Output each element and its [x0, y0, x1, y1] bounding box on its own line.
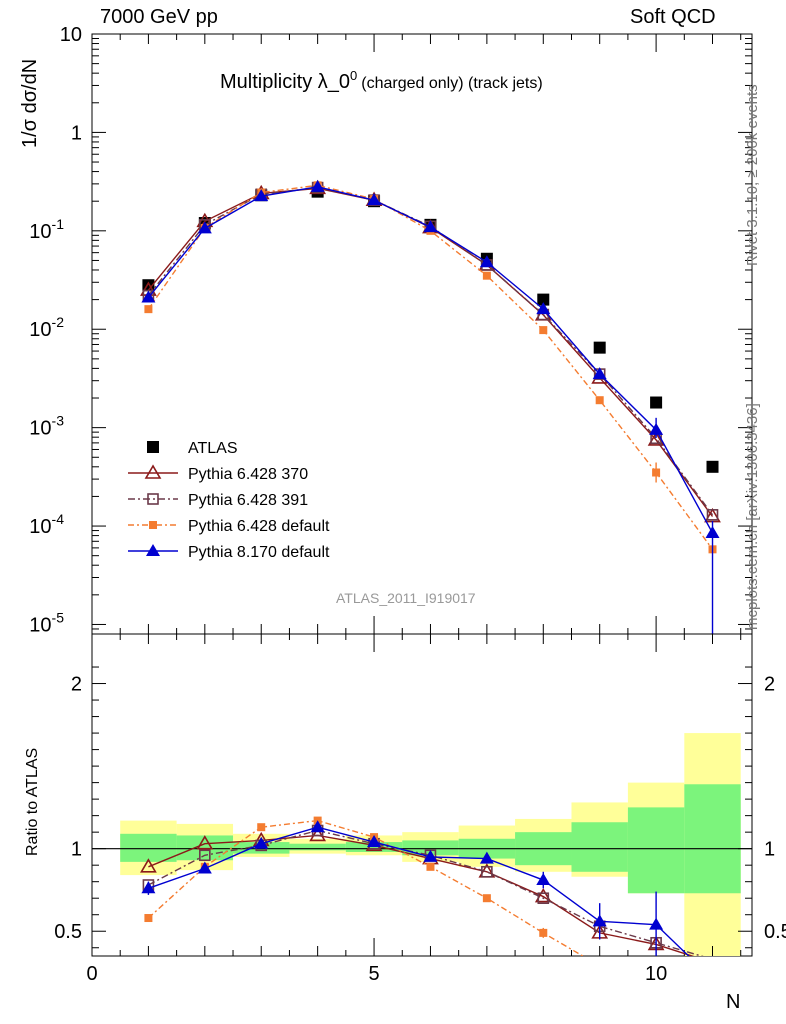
- point-pythia-6-428-default: [539, 326, 548, 335]
- legend-marker-pythia-6-428-370: [144, 464, 162, 479]
- band-inner: [120, 833, 177, 862]
- point-pythia-8-170-default: [254, 189, 269, 202]
- point-pythia-8-170-default: [141, 290, 156, 303]
- ratio-y-tick-label-right: 0.5: [764, 921, 786, 943]
- legend: ATLAS Pythia 6.428 370 Pythia 6.428 391 Pyt…: [128, 440, 330, 561]
- ratio-y-tick-label-right: 1: [764, 839, 775, 861]
- ratio-point-pythia-6-428-391: [199, 849, 211, 862]
- point-pythia-6-428-default: [144, 305, 153, 314]
- point-pythia-6-428-370: [647, 431, 665, 446]
- band-inner: [176, 835, 234, 861]
- legend-label-pythia-8-170-default: Pythia 8.170 default: [188, 544, 330, 561]
- ratio-point-pythia-8-170-default: [197, 861, 212, 874]
- ratio-point-pythia-6-428-370: [196, 835, 214, 850]
- band-inner: [627, 807, 685, 894]
- watermark: ATLAS_2011_I919017: [336, 590, 476, 606]
- point-pythia-8-170-default: [592, 367, 607, 380]
- y-tick-label: 10-2: [29, 314, 64, 341]
- point-atlas: [593, 341, 606, 354]
- ratio-point-pythia-6-428-370: [140, 858, 157, 873]
- ratio-point-pythia-6-428-370: [309, 826, 327, 842]
- point-pythia-6-428-default: [595, 396, 604, 405]
- main-ylabel: 1/σ dσ/dN: [19, 59, 41, 148]
- ratio-series: [140, 816, 704, 956]
- legend-marker-pythia-8-170-default: [146, 544, 160, 556]
- legend-label-pythia-6-428-370: Pythia 6.428 370: [188, 466, 308, 483]
- legend-marker-pythia-6-428-default: [149, 521, 157, 529]
- ratio-point-pythia-8-170-default: [310, 820, 325, 833]
- legend-marker-pythia-6-428-391: [147, 493, 159, 505]
- point-atlas: [537, 293, 550, 306]
- y-tick-label: 10-4: [29, 511, 64, 538]
- ratio-y-tick-label: 0.5: [54, 921, 82, 943]
- legend-label-pythia-6-428-391: Pythia 6.428 391: [188, 492, 308, 509]
- y-tick-label: 1: [71, 122, 82, 144]
- band-inner: [684, 784, 741, 894]
- ratio-line-pythia-6-428-391: [148, 829, 704, 956]
- ratio-point-pythia-6-428-default: [482, 894, 491, 903]
- y-tick-label: 10-5: [29, 609, 64, 636]
- point-pythia-8-170-default: [423, 220, 438, 233]
- legend-marker-atlas: [147, 441, 159, 453]
- legend-label-atlas: ATLAS: [188, 440, 238, 457]
- point-atlas: [650, 396, 663, 409]
- mcplots-label: mcplots.cern.ch [arXiv:1306.3436]: [744, 403, 761, 630]
- ratio-point-pythia-8-170-default: [367, 835, 382, 848]
- point-atlas: [706, 460, 719, 473]
- rivet-version-label: Rivet 3.1.10, ≥ 200k events: [744, 84, 761, 266]
- ratio-point-pythia-6-428-default: [257, 823, 266, 832]
- x-tick-label: 0: [86, 963, 97, 985]
- point-pythia-8-170-default: [310, 179, 325, 192]
- ratio-y-tick-label-right: 2: [764, 674, 775, 696]
- x-tick-label: 5: [368, 963, 379, 985]
- band-inner: [571, 822, 628, 872]
- ratio-point-pythia-6-428-370: [534, 887, 552, 903]
- ratio-point-pythia-6-428-default: [426, 862, 435, 871]
- legend-label-pythia-6-428-default: Pythia 6.428 default: [188, 518, 330, 535]
- y-tick-label: 10-1: [29, 216, 64, 243]
- ratio-point-pythia-8-170-default: [423, 849, 438, 862]
- y-tick-label: 10-3: [29, 413, 64, 440]
- ratio-point-pythia-6-428-391: [481, 865, 493, 878]
- header-energy: 7000 GeV pp: [100, 6, 218, 28]
- point-pythia-8-170-default: [536, 302, 551, 315]
- header-category: Soft QCD: [630, 6, 716, 28]
- point-pythia-6-428-default: [482, 271, 491, 280]
- ratio-point-pythia-8-170-default: [254, 836, 269, 849]
- ratio-y-tick-label: 1: [71, 839, 82, 861]
- point-pythia-8-170-default: [479, 255, 494, 268]
- point-pythia-8-170-default: [367, 193, 382, 206]
- main-title-text: Multiplicity λ_00 (charged only) (track j…: [220, 68, 543, 93]
- main-title: Multiplicity λ_00 (charged only) (track j…: [220, 68, 543, 93]
- band-inner: [289, 843, 346, 851]
- x-tick-label: 10: [645, 963, 667, 985]
- x-axis-label: N: [726, 991, 740, 1013]
- point-pythia-8-170-default: [197, 221, 212, 234]
- band-inner: [402, 840, 459, 856]
- ratio-frame: [91, 633, 753, 957]
- y-tick-label: 10: [60, 24, 82, 46]
- ratio-y-tick-label: 2: [71, 674, 82, 696]
- point-pythia-6-428-391: [706, 509, 719, 521]
- ratio-ylabel: Ratio to ATLAS: [24, 748, 41, 856]
- ratio-point-pythia-6-428-391: [537, 892, 550, 905]
